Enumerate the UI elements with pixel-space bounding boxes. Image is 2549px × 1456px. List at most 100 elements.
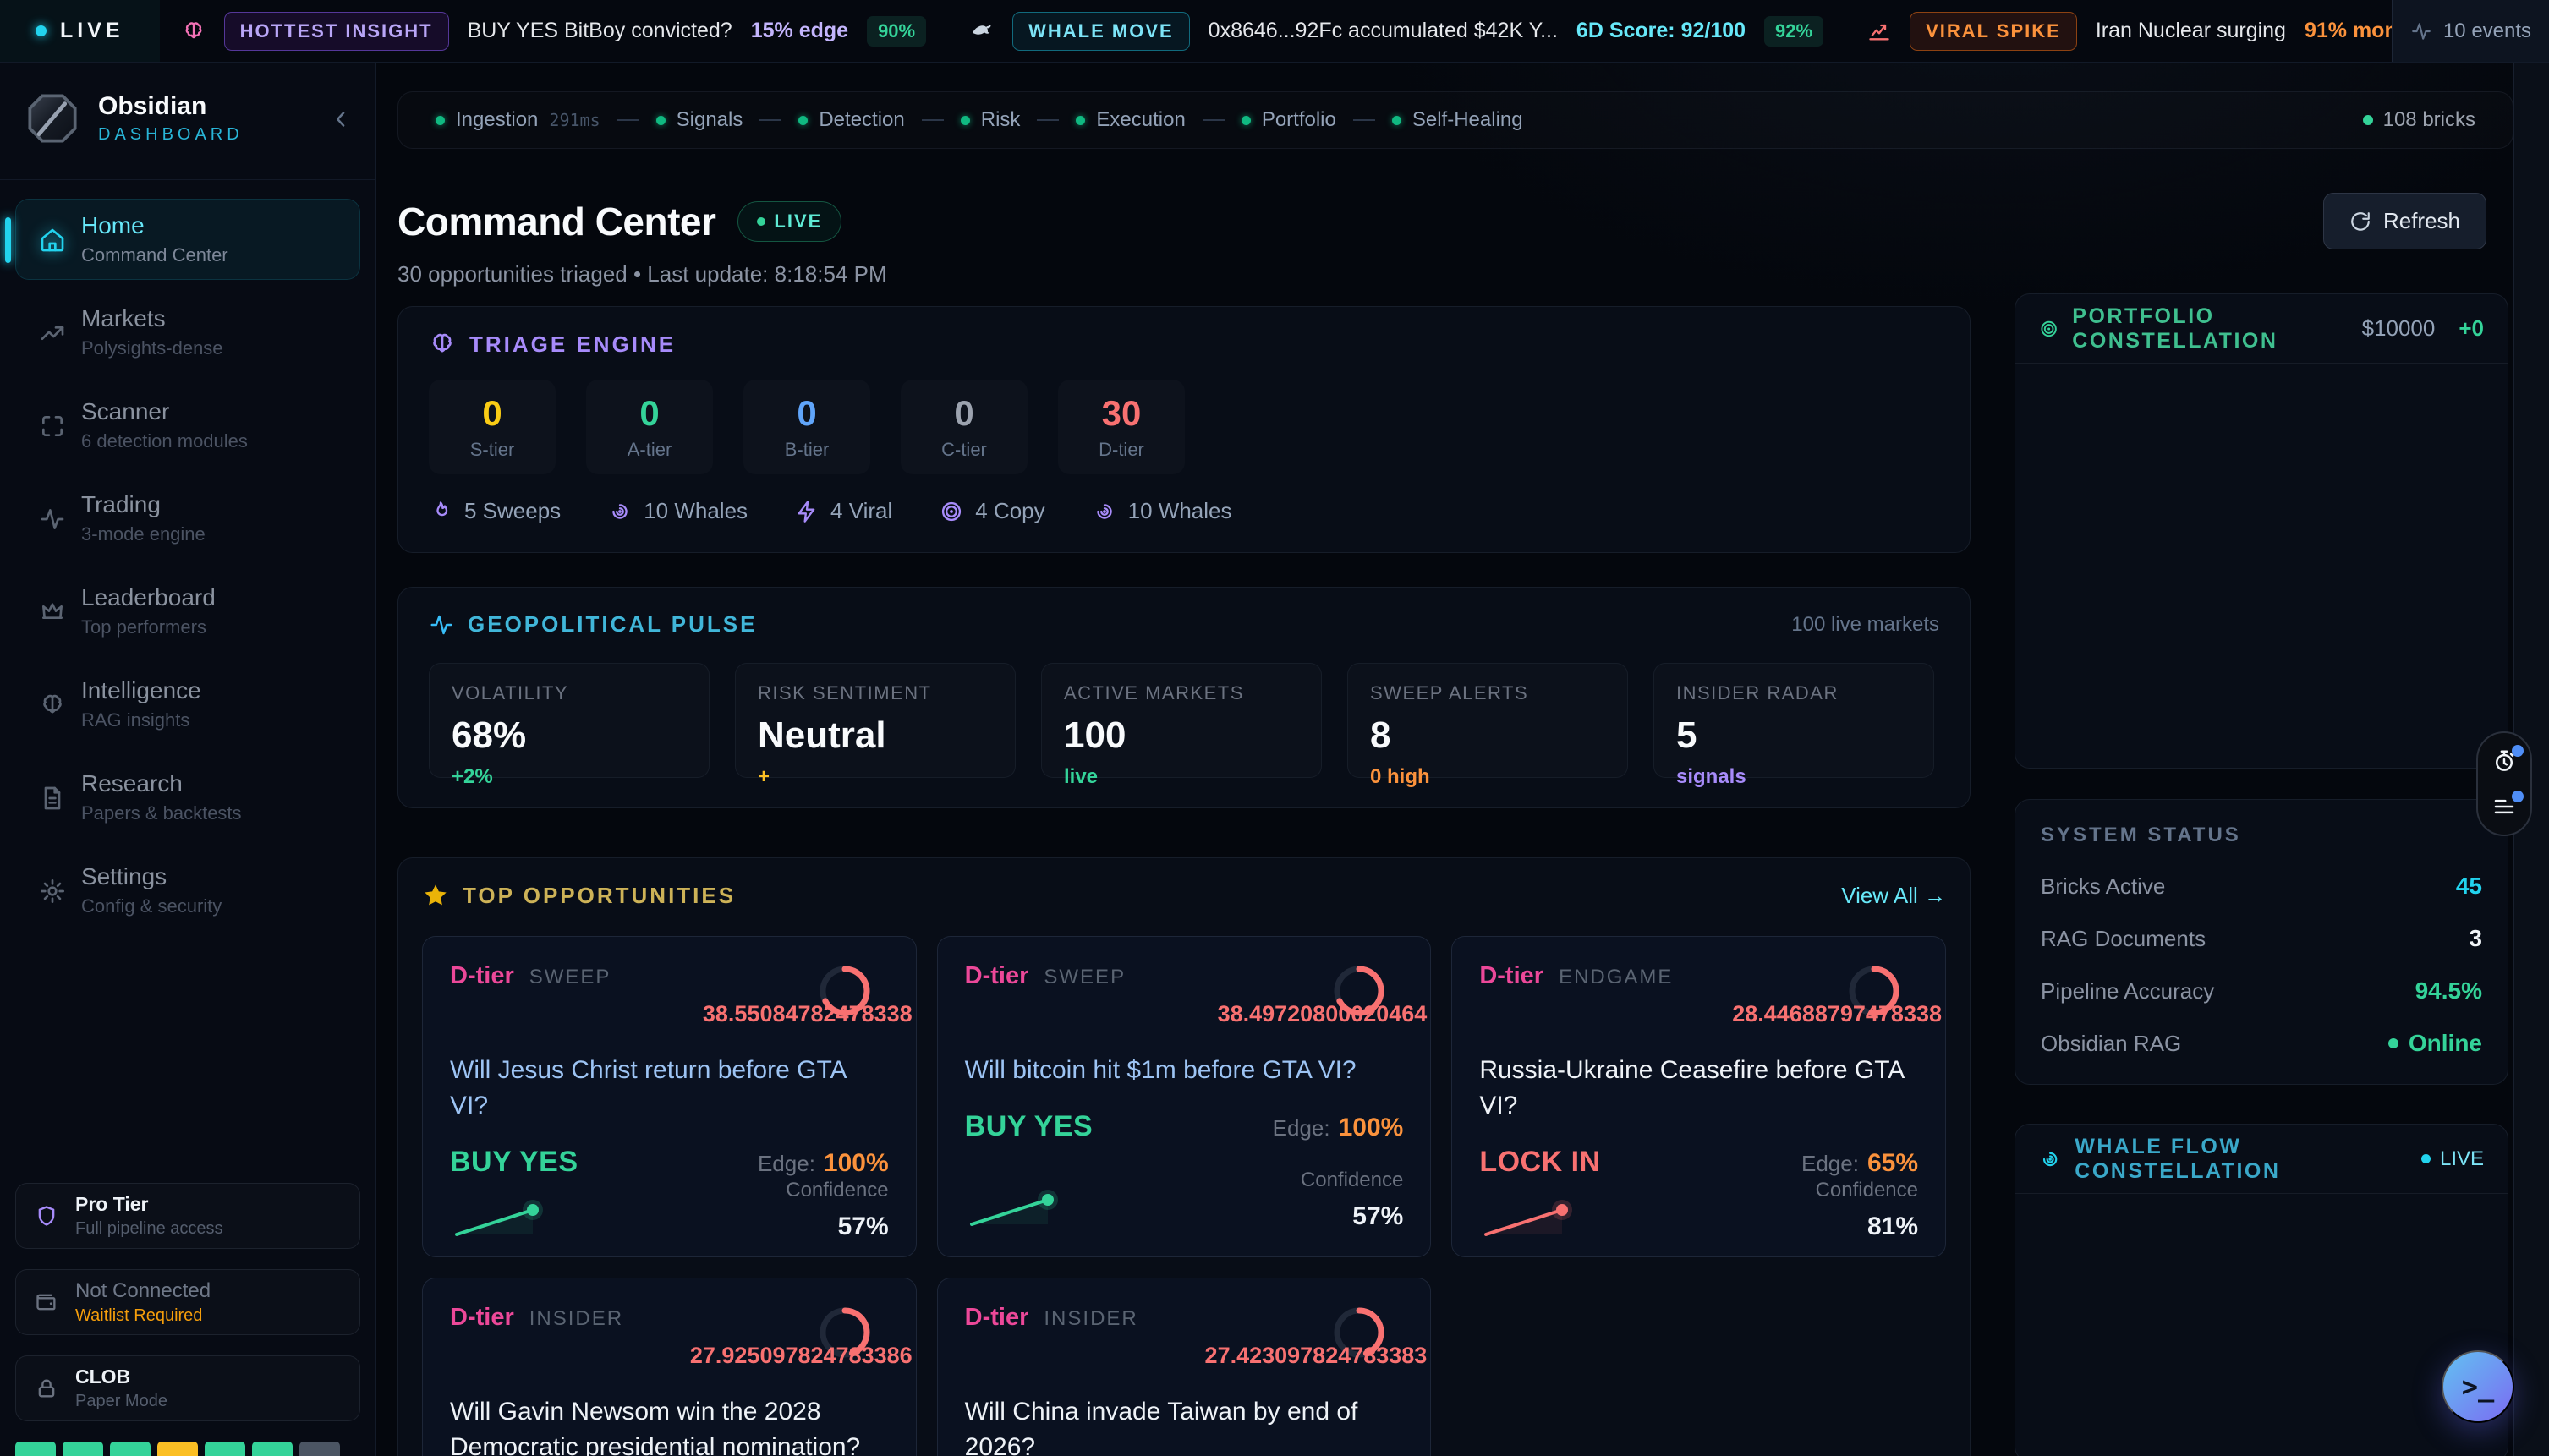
- geo-stat-cards: VOLATILITY 68% +2% RISK SENTIMENT Neutra…: [429, 663, 1939, 788]
- status-led: [299, 1442, 340, 1456]
- view-all-link[interactable]: View All →: [1841, 882, 1946, 908]
- stat-value: 5: [1676, 714, 1697, 756]
- opportunity-card[interactable]: D-tier ENDGAME 28.44688797478338 Russia-…: [1451, 936, 1946, 1257]
- ticker-text: 0x8646...92Fc accumulated $42K Y...: [1208, 19, 1558, 42]
- notification-dot: [2512, 791, 2524, 802]
- stage-connector: [1352, 119, 1375, 121]
- signal-type: INSIDER: [1044, 1307, 1138, 1330]
- status-value: 45: [2455, 873, 2482, 899]
- whale-flow-live-badge: LIVE: [2420, 1147, 2484, 1171]
- nav-sublabel: Config & security: [81, 895, 222, 917]
- confidence-value: 57%: [1352, 1202, 1404, 1230]
- confidence-value: 81%: [1867, 1212, 1918, 1240]
- live-status-badge: LIVE: [737, 200, 842, 242]
- action-label: LOCK IN: [1479, 1146, 1601, 1178]
- stage-dot-icon: [655, 115, 666, 125]
- stage-connector: [617, 119, 639, 121]
- geo-title: GEOPOLITICAL PULSE: [468, 611, 758, 637]
- confidence-label: Confidence: [1815, 1179, 1918, 1201]
- live-dot-icon: [36, 25, 47, 36]
- nav-label: Intelligence: [81, 677, 201, 703]
- score-ring-gauge: [1334, 966, 1384, 1016]
- signal-type: SWEEP: [529, 966, 611, 988]
- sidebar-nav: Home Command Center Markets Polysights-d…: [0, 180, 375, 961]
- target-icon: [2039, 316, 2058, 342]
- edge-value: 65%: [1867, 1149, 1918, 1177]
- stage-dot-icon: [960, 115, 970, 125]
- sidebar-item-scanner[interactable]: Scanner 6 detection modules: [15, 385, 360, 466]
- tier-card-a: 0 A-tier: [586, 380, 713, 474]
- timer-button[interactable]: [2491, 745, 2524, 774]
- tier-count: 30: [1101, 393, 1142, 433]
- events-counter[interactable]: 10 events: [2392, 0, 2549, 62]
- ticker-live-indicator: LIVE: [0, 0, 160, 62]
- edge-label: Edge:: [1272, 1115, 1330, 1141]
- log-list-button[interactable]: [2491, 791, 2524, 819]
- market-question: Will Gavin Newsom win the 2028 Democrati…: [450, 1398, 861, 1456]
- opportunities-title: TOP OPPORTUNITIES: [463, 882, 737, 908]
- ticker-score-pill: 90%: [867, 15, 927, 47]
- wallet-status: Not Connected: [75, 1278, 211, 1302]
- spiral-icon: [1093, 500, 1116, 523]
- stat-delta: live: [1064, 765, 1099, 788]
- live-dot-icon: [2420, 1154, 2431, 1163]
- tier-label: C-tier: [941, 439, 987, 460]
- market-question: Russia-Ukraine Ceasefire before GTA VI?: [1479, 1056, 1904, 1119]
- stage-dot-icon: [798, 115, 809, 125]
- opportunity-score: 27.423097824783383: [1204, 1343, 1428, 1368]
- nav-sublabel: Polysights-dense: [81, 337, 223, 359]
- trend-sparkline: [455, 1200, 543, 1236]
- bricks-dot-icon: [2362, 115, 2373, 125]
- tier-sublabel: Full pipeline access: [75, 1219, 223, 1238]
- wallet-connection-card[interactable]: Not Connected Waitlist Required: [15, 1269, 360, 1335]
- status-led: [157, 1442, 198, 1456]
- tier-badge: D-tier: [1479, 962, 1544, 989]
- ticker-item-hottest-insight[interactable]: HOTTEST INSIGHT BUY YES BitBoy convicted…: [160, 11, 949, 51]
- edge-value: 100%: [1338, 1114, 1404, 1141]
- clob-mode-card[interactable]: CLOB Paper Mode: [15, 1355, 360, 1421]
- trending-up-icon: [39, 320, 66, 347]
- stat-value: 100: [1064, 714, 1126, 756]
- tier-count: 0: [797, 393, 817, 433]
- sidebar-item-settings[interactable]: Settings Config & security: [15, 850, 360, 931]
- target-icon: [940, 500, 963, 523]
- pipeline-stage-ingestion: Ingestion 291ms: [436, 108, 600, 132]
- status-row: Bricks Active 45: [2041, 873, 2482, 900]
- stat-label: 10 Whales: [1127, 498, 1232, 523]
- sidebar-item-leaderboard[interactable]: Leaderboard Top performers: [15, 571, 360, 652]
- obsidian-logo: [28, 94, 77, 143]
- sidebar-item-markets[interactable]: Markets Polysights-dense: [15, 292, 360, 373]
- trend-sparkline: [969, 1190, 1058, 1226]
- refresh-button[interactable]: Refresh: [2322, 193, 2486, 249]
- stage-label: Execution: [1096, 108, 1186, 131]
- stat-label: 10 Whales: [644, 498, 748, 523]
- risk-sentiment-card: RISK SENTIMENT Neutral +: [735, 663, 1016, 788]
- tier-label: A-tier: [627, 439, 672, 460]
- confidence-label: Confidence: [1300, 1169, 1404, 1191]
- stage-dot-icon: [1391, 115, 1401, 125]
- ticker-metric: 15% edge: [750, 19, 849, 42]
- collapse-sidebar-button[interactable]: [328, 107, 354, 132]
- sidebar-item-home[interactable]: Home Command Center: [5, 199, 360, 280]
- floating-tool-dock: [2476, 731, 2532, 836]
- ticker-item-whale-move[interactable]: WHALE MOVE 0x8646...92Fc accumulated $42…: [948, 11, 1845, 51]
- terminal-fab-button[interactable]: >_: [2442, 1350, 2514, 1423]
- opportunity-grid: D-tier SWEEP 38.55084782478338 Will Jesu…: [422, 936, 1946, 1456]
- sidebar-item-intelligence[interactable]: Intelligence RAG insights: [15, 664, 360, 745]
- refresh-label: Refresh: [2382, 208, 2460, 233]
- nav-label: Scanner: [81, 398, 170, 424]
- opportunity-card[interactable]: D-tier INSIDER 27.925097824783386 Will G…: [422, 1278, 917, 1456]
- stage-latency: 291ms: [549, 110, 600, 130]
- whales-stat: 10 Whales: [1093, 498, 1232, 524]
- brand-header: Obsidian DASHBOARD: [0, 63, 375, 180]
- sidebar-item-research[interactable]: Research Papers & backtests: [15, 757, 360, 838]
- sidebar-item-trading[interactable]: Trading 3-mode engine: [15, 478, 360, 559]
- pro-tier-card[interactable]: Pro Tier Full pipeline access: [15, 1183, 360, 1249]
- pipeline-stage-risk: Risk: [960, 108, 1020, 132]
- opportunity-card[interactable]: D-tier SWEEP 38.49720800020464 Will bitc…: [936, 936, 1432, 1257]
- right-panel: PORTFOLIO CONSTELLATION $10000 +0 SYSTEM…: [2015, 293, 2508, 1456]
- stage-dot-icon: [436, 115, 445, 125]
- opportunity-card[interactable]: D-tier SWEEP 38.55084782478338 Will Jesu…: [422, 936, 917, 1257]
- live-dot-icon: [757, 216, 766, 226]
- opportunity-card[interactable]: D-tier INSIDER 27.423097824783383 Will C…: [936, 1278, 1432, 1456]
